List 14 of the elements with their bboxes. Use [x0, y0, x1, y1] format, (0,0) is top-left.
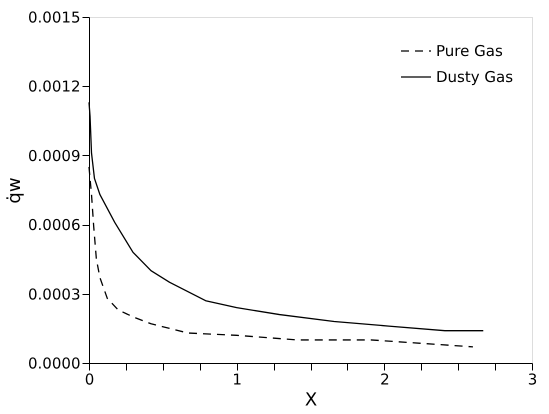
y-tick-label: 0.0003 [28, 285, 80, 304]
x-tick-label: 2 [380, 370, 390, 388]
y-tick-label: 0.0012 [28, 78, 80, 96]
y-axis-title: q̇w [4, 177, 26, 204]
y-tick-label: 0.0006 [28, 216, 80, 234]
y-tick-label: 0.0009 [28, 146, 80, 165]
x-tick-label: 1 [232, 370, 242, 388]
legend-label: Pure Gas [436, 42, 503, 60]
x-tick-label: 3 [528, 370, 538, 388]
legend-label: Dusty Gas [436, 68, 514, 86]
x-axis-title: X [304, 390, 318, 410]
y-tick-label: 0.0000 [28, 354, 80, 372]
x-tick-label: 0 [84, 370, 94, 388]
y-tick-label: 0.0015 [28, 8, 80, 26]
